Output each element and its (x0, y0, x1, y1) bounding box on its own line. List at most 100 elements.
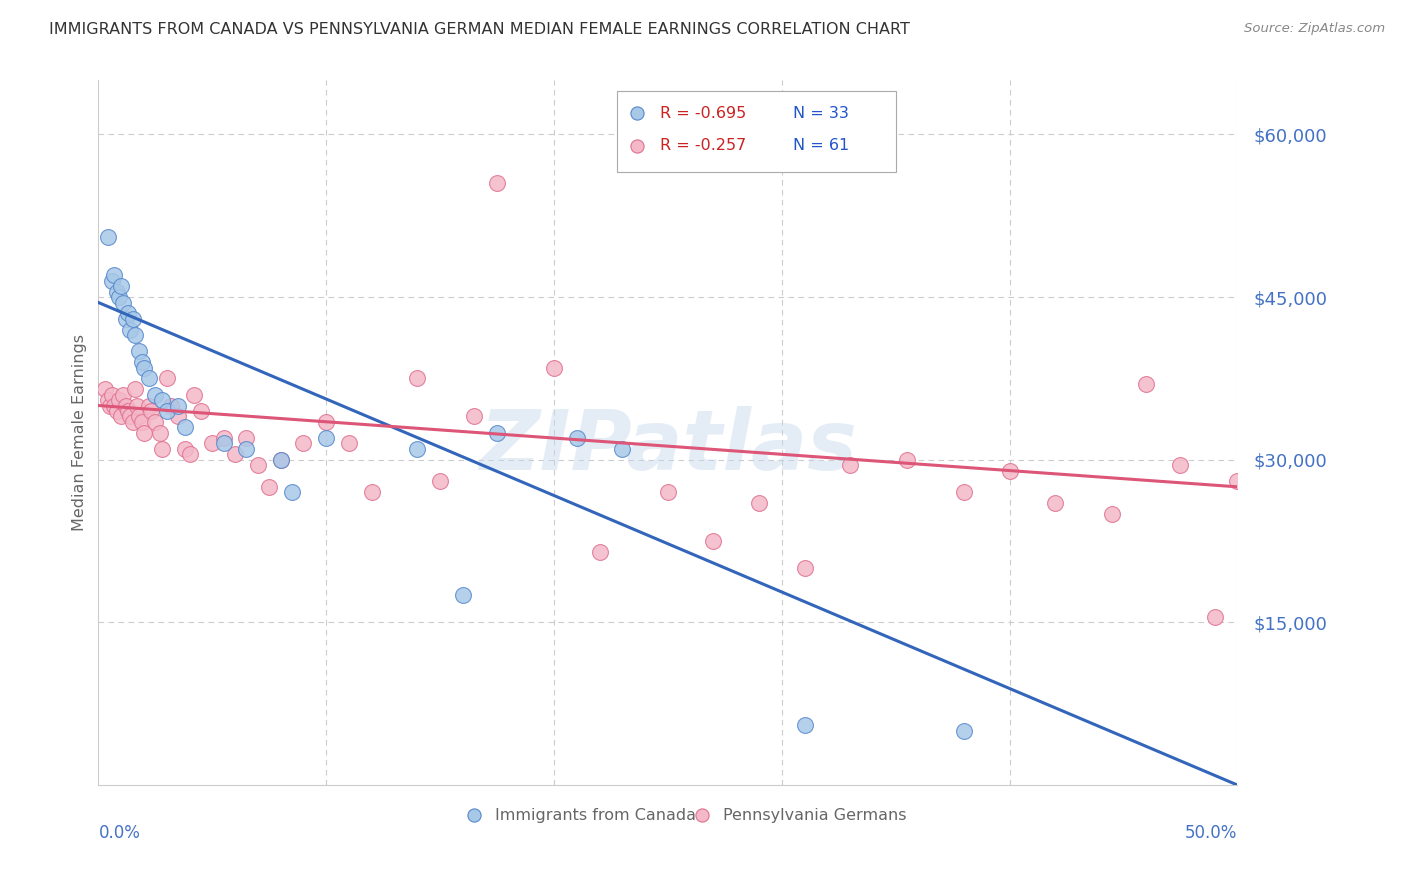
Point (565, 431, 588, 445)
Point (105, 404, 128, 418)
Point (1164, 778, 1187, 792)
Point (103, 399, 125, 413)
Point (105, 285, 128, 299)
Point (138, 399, 160, 413)
Point (201, 436, 224, 450)
Point (167, 409, 190, 424)
Point (145, 415, 167, 429)
Point (543, 360, 565, 375)
Point (896, 452, 918, 467)
Point (174, 442, 197, 456)
Point (174, 420, 197, 434)
Point (132, 425, 155, 440)
Point (124, 328, 146, 343)
Text: Source: ZipAtlas.com: Source: ZipAtlas.com (1244, 22, 1385, 36)
Y-axis label: Median Female Earnings: Median Female Earnings (72, 334, 87, 531)
Point (463, 409, 485, 424)
Point (121, 311, 143, 326)
Point (1135, 376, 1157, 391)
Text: IMMIGRANTS FROM CANADA VS PENNSYLVANIA GERMAN MEDIAN FEMALE EARNINGS CORRELATION: IMMIGRANTS FROM CANADA VS PENNSYLVANIA G… (49, 22, 910, 37)
Text: R = -0.257: R = -0.257 (659, 138, 747, 153)
Point (1101, 507, 1123, 521)
Point (270, 452, 292, 467)
Text: 0.0%: 0.0% (98, 823, 141, 842)
Point (94, 382, 117, 396)
Point (953, 485, 976, 500)
Point (953, 723, 976, 738)
Point (132, 360, 155, 375)
Point (793, 561, 815, 575)
Point (138, 371, 160, 385)
Point (1204, 610, 1226, 624)
Point (127, 399, 149, 413)
Point (149, 425, 172, 440)
Point (1170, 458, 1192, 472)
Point (110, 279, 132, 293)
Point (702, 534, 724, 549)
Point (139, 404, 162, 418)
Point (1164, 778, 1187, 792)
Point (998, 464, 1021, 478)
Point (292, 436, 315, 450)
Point (131, 415, 153, 429)
Point (98, 399, 121, 413)
Point (451, 588, 474, 602)
Point (315, 415, 337, 429)
Point (588, 545, 610, 559)
Point (839, 458, 862, 472)
Point (150, 442, 173, 456)
Text: Pennsylvania Germans: Pennsylvania Germans (723, 808, 905, 822)
Text: R = -0.695: R = -0.695 (659, 106, 747, 121)
Point (117, 306, 139, 320)
Point (429, 475, 451, 489)
Point (156, 404, 179, 418)
Point (121, 415, 143, 429)
Point (124, 382, 146, 396)
Point (145, 387, 167, 401)
Text: Immigrants from Canada: Immigrants from Canada (495, 808, 696, 822)
Point (112, 295, 135, 310)
Point (1043, 496, 1066, 510)
Point (224, 447, 246, 461)
Point (167, 399, 190, 413)
Point (315, 431, 337, 445)
Point (117, 404, 139, 418)
Point (96, 230, 118, 244)
Point (270, 452, 292, 467)
Point (114, 311, 136, 326)
Point (235, 431, 257, 445)
Point (259, 480, 281, 494)
Point (793, 718, 815, 732)
Point (183, 387, 205, 401)
Point (1226, 475, 1249, 489)
Point (101, 274, 124, 288)
Point (128, 409, 150, 424)
Point (110, 409, 132, 424)
Point (131, 355, 153, 369)
Text: N = 61: N = 61 (793, 138, 849, 153)
Point (337, 436, 360, 450)
Point (160, 399, 183, 413)
Point (150, 393, 173, 408)
Point (486, 176, 509, 190)
Point (360, 485, 382, 500)
Point (96, 393, 118, 408)
Point (212, 436, 235, 450)
Point (486, 425, 509, 440)
Point (128, 344, 150, 359)
Bar (617, 91, 896, 172)
Point (120, 323, 142, 337)
Point (281, 485, 304, 500)
Point (1295, 778, 1317, 792)
Point (190, 404, 212, 418)
Point (406, 442, 429, 456)
Point (612, 442, 634, 456)
Point (212, 431, 235, 445)
Point (657, 485, 679, 500)
Point (246, 458, 269, 472)
Point (103, 268, 125, 283)
Point (406, 371, 429, 385)
Point (108, 290, 131, 304)
Point (112, 387, 135, 401)
Point (156, 371, 179, 385)
